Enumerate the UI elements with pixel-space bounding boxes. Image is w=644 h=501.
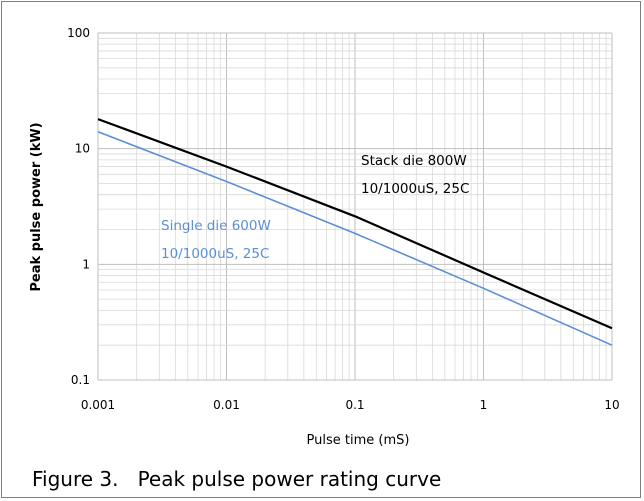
x-axis-title: Pulse time (mS) <box>307 433 410 448</box>
y-axis-title: Peak pulse power (kW) <box>29 122 44 291</box>
grid <box>97 32 613 381</box>
y-tick-label: 100 <box>67 26 90 40</box>
x-tick-label: 0.001 <box>81 398 115 412</box>
chart: 0.001 0.01 0.1 1 10 0.1 1 10 100 Pulse time (mS)… <box>29 26 620 448</box>
x-tick-label: 0.01 <box>213 398 240 412</box>
tick-labels: 0.001 0.01 0.1 1 10 0.1 1 10 100 <box>67 26 620 412</box>
x-tick-label: 0.1 <box>345 398 364 412</box>
single-annotation-line-2: 10/1000uS, 25C <box>161 246 269 262</box>
x-tick-label: 1 <box>480 398 488 412</box>
y-tick-label: 0.1 <box>71 373 90 387</box>
figure-caption: Figure 3. Peak pulse power rating curve <box>32 467 442 491</box>
y-tick-label: 1 <box>82 257 90 271</box>
single-die-curve <box>97 131 613 346</box>
stack-die-curve <box>97 118 613 330</box>
stack-annotation-line-1: Stack die 800W <box>361 153 467 169</box>
series <box>97 118 613 346</box>
stack-annotation-line-2: 10/1000uS, 25C <box>361 181 469 197</box>
stack-annotation: Stack die 800W 10/1000uS, 25C <box>361 153 469 197</box>
single-annotation: Single die 600W 10/1000uS, 25C <box>161 218 271 262</box>
x-tick-label: 10 <box>604 398 619 412</box>
single-annotation-line-1: Single die 600W <box>161 218 271 234</box>
y-tick-label: 10 <box>75 142 90 156</box>
